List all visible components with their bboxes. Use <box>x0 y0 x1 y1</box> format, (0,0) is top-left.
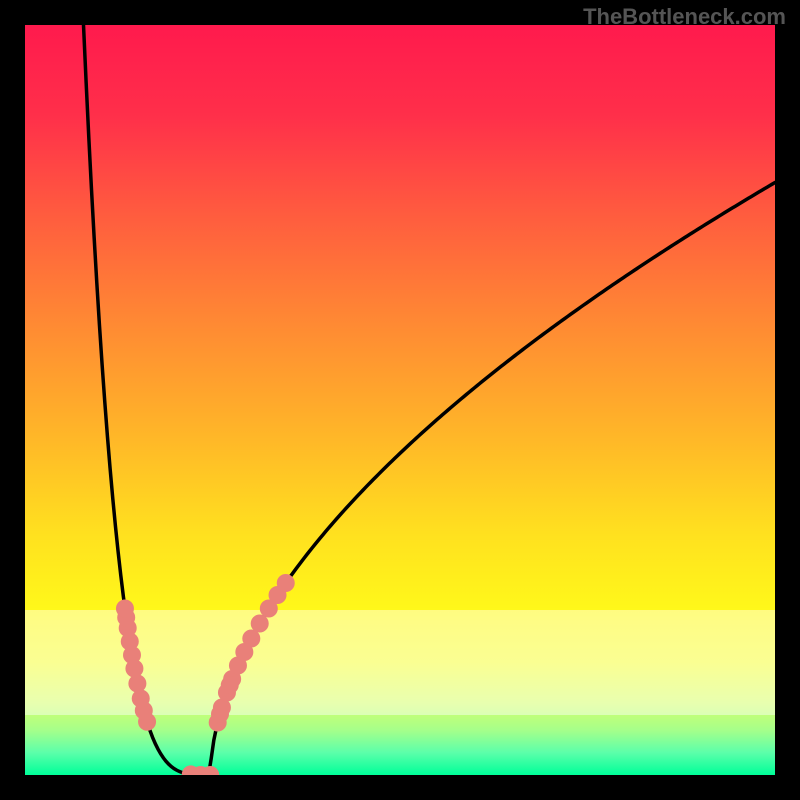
data-marker <box>128 675 146 693</box>
data-marker <box>251 615 269 633</box>
watermark-text: TheBottleneck.com <box>583 4 786 30</box>
chart-frame: TheBottleneck.com <box>0 0 800 800</box>
data-marker <box>277 574 295 592</box>
chart-svg <box>0 0 800 800</box>
frame-border-right <box>775 0 800 800</box>
data-marker <box>221 676 239 694</box>
frame-border-left <box>0 0 25 800</box>
frame-border-bottom <box>0 775 800 800</box>
data-marker <box>132 690 150 708</box>
data-marker <box>211 705 229 723</box>
data-marker <box>116 600 134 618</box>
